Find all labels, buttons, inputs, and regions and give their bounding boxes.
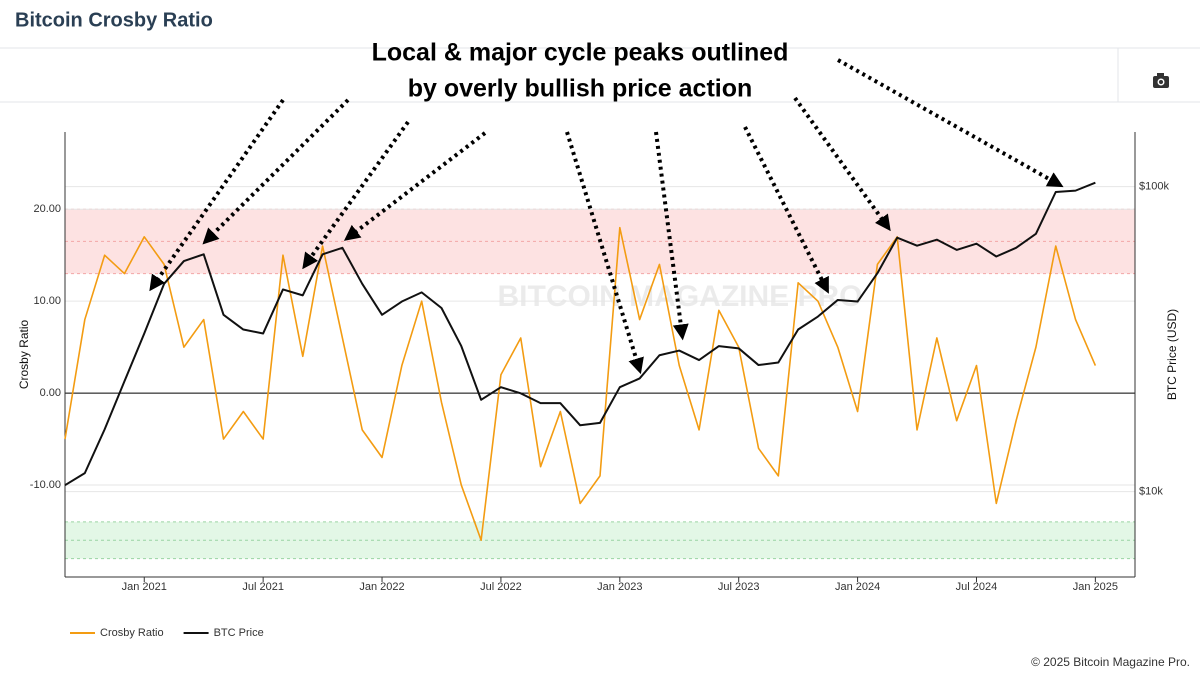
- y-axis-label: Crosby Ratio: [17, 319, 31, 389]
- legend-label: Crosby Ratio: [100, 627, 164, 639]
- annotation: by overly bullish price action: [408, 75, 753, 103]
- x-tick-label: Jan 2021: [122, 581, 167, 593]
- y-tick-label: 20.00: [33, 203, 61, 215]
- y2-tick-label: $10k: [1139, 486, 1163, 498]
- series-line: [64, 181, 1096, 487]
- x-tick-label: Jan 2022: [359, 581, 404, 593]
- x-tick-label: Jul 2023: [718, 581, 760, 593]
- x-tick-label: Jul 2024: [956, 581, 998, 593]
- x-tick-label: Jul 2022: [480, 581, 522, 593]
- page-title: Bitcoin Crosby Ratio: [15, 9, 213, 31]
- x-tick-label: Jan 2025: [1073, 581, 1118, 593]
- series-line: [64, 226, 1097, 542]
- x-tick-label: Jul 2021: [242, 581, 284, 593]
- y-tick-label: 10.00: [33, 295, 61, 307]
- arrows: [149, 58, 1064, 375]
- camera-button[interactable]: [1153, 73, 1169, 88]
- x-tick-label: Jan 2023: [597, 581, 642, 593]
- y-tick-label: -10.00: [30, 479, 61, 491]
- legend-label: BTC Price: [214, 627, 264, 639]
- plot-area: BITCOIN MAGAZINE PRO-10.000.0010.0020.00…: [17, 132, 1179, 593]
- annotation: Local & major cycle peaks outlined: [372, 39, 789, 67]
- y-tick-label: 0.00: [40, 387, 61, 399]
- y2-axis-label: BTC Price (USD): [1165, 309, 1179, 400]
- x-tick-label: Jan 2024: [835, 581, 880, 593]
- y2-tick-label: $100k: [1139, 181, 1169, 193]
- copyright: © 2025 Bitcoin Magazine Pro.: [1031, 655, 1190, 669]
